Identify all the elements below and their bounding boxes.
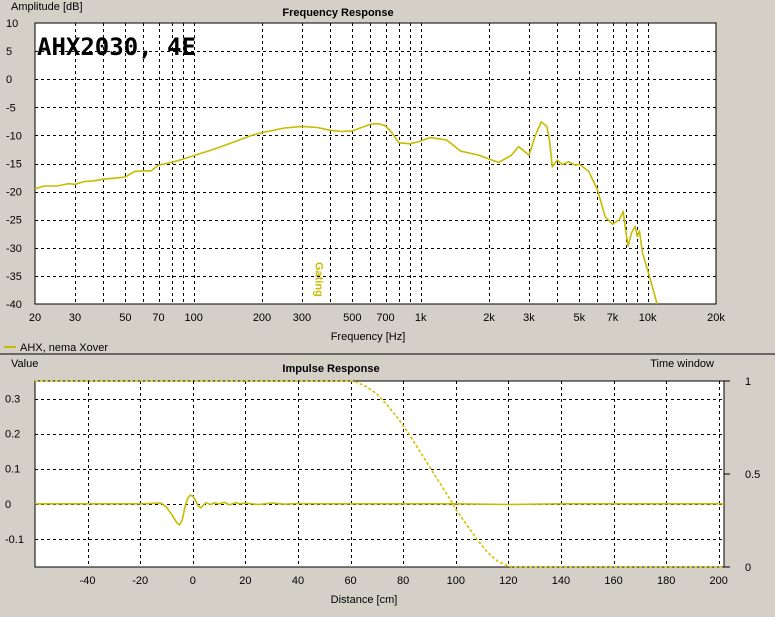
- ir-y-axis-label: Value: [11, 358, 38, 370]
- fr-plot-area: [35, 23, 716, 304]
- fr-x-tick-label: 20k: [707, 312, 725, 324]
- fr-x-tick-label: 300: [293, 312, 311, 324]
- ir-x-tick-label: 140: [552, 575, 570, 587]
- fr-y-tick-label: -10: [6, 130, 22, 142]
- ir-x-tick-label: 20: [239, 575, 251, 587]
- ir-x-tick-label: -40: [80, 575, 96, 587]
- fr-x-tick-label: 2k: [483, 312, 495, 324]
- fr-y-tick-label: -40: [6, 299, 22, 311]
- fr-y-tick-label: -35: [6, 271, 22, 283]
- impulse-response-panel: -40 -20 0 20 40 60 80 100 120 140 160 180 200 0.30.2…: [5, 358, 760, 606]
- ir-y-tick-label: 0.1: [5, 464, 20, 476]
- ir-right-axis-label: Time window: [650, 358, 714, 370]
- fr-y-tick-label: -15: [6, 159, 22, 171]
- ir-right-tick-label: 1: [745, 376, 751, 388]
- legend-entry: AHX, nema Xover: [20, 342, 108, 354]
- fr-x-tick-label: 7k: [607, 312, 619, 324]
- fr-x-tick-label: 700: [376, 312, 394, 324]
- ir-x-tick-label: 60: [344, 575, 356, 587]
- fr-y-tick-label: 0: [6, 74, 12, 86]
- fr-x-tick-label: 200: [253, 312, 271, 324]
- ir-x-tick-label: 100: [447, 575, 465, 587]
- fr-x-axis-label: Frequency [Hz]: [331, 331, 406, 343]
- fr-plot-frame: [34, 22, 717, 305]
- fr-x-tick-label: 10k: [639, 312, 657, 324]
- ir-y-tick-label: -0.1: [5, 534, 24, 546]
- time-window-line: [35, 380, 724, 568]
- ir-y-tick-label: 0.2: [5, 429, 20, 441]
- fr-series-line: [34, 121, 658, 305]
- fr-x-tick-label: 20: [29, 312, 41, 324]
- fr-y-tick-label: 5: [6, 46, 12, 58]
- ir-y-tick-label: 0.3: [5, 394, 20, 406]
- ir-x-tick-label: 180: [657, 575, 675, 587]
- fr-x-tick-label: 50: [119, 312, 131, 324]
- fr-y-tick-label: -20: [6, 187, 22, 199]
- ir-x-tick-label: 80: [397, 575, 409, 587]
- ir-x-tick-label: 120: [499, 575, 517, 587]
- ir-x-axis-label: Distance [cm]: [331, 594, 398, 606]
- ir-chart-title: Impulse Response: [282, 363, 379, 375]
- ir-series-line: [35, 494, 724, 526]
- fr-y-axis-label: Amplitude [dB]: [11, 1, 83, 13]
- ir-x-ticks: -40 -20 0 20 40 60 80 100 120 140 160 180 200: [80, 575, 728, 587]
- ir-right-tick-label: 0.5: [745, 469, 760, 481]
- fr-x-tick-label: 1k: [415, 312, 427, 324]
- legend: AHX, nema Xover: [4, 342, 108, 354]
- ir-right-axis-ticks: 10.50: [724, 376, 760, 574]
- ir-plot-area: [35, 381, 724, 567]
- fr-y-ticks: 10 5 0 -5 -10 -15 -20 -25 -30 -35 -40: [6, 18, 22, 311]
- fr-x-ticks: 20 30 50 70 100 200 300 500 700 1k 2k 3k 5k 7k 10k 20k: [29, 312, 725, 324]
- ir-x-tick-label: 200: [710, 575, 728, 587]
- fr-annotation: AHX2030, 4E: [37, 33, 196, 61]
- fr-x-tick-label: 5k: [574, 312, 586, 324]
- fr-x-tick-label: 30: [69, 312, 81, 324]
- ir-right-tick-label: 0: [745, 562, 751, 574]
- fr-x-tick-label: 70: [152, 312, 164, 324]
- fr-x-tick-label: 3k: [523, 312, 535, 324]
- fr-y-tick-label: -25: [6, 215, 22, 227]
- ir-y-ticks: 0.3 0.2 0.1 0 -0.1: [5, 394, 24, 546]
- fr-y-tick-label: -30: [6, 243, 22, 255]
- ir-x-tick-label: 160: [604, 575, 622, 587]
- fr-chart-title: Frequency Response: [282, 7, 393, 19]
- fr-x-tick-label: 500: [343, 312, 361, 324]
- frequency-response-panel: 20 30 50 70 100 200 300 500 700 1k 2k 3k 5k 7k 10k 20k …: [6, 1, 725, 343]
- ir-x-tick-label: -20: [132, 575, 148, 587]
- fr-y-tick-label: -5: [6, 102, 16, 114]
- fr-y-tick-label: 10: [6, 18, 18, 30]
- ir-x-tick-label: 0: [190, 575, 196, 587]
- gating-marker-label: Gating: [312, 262, 324, 297]
- fr-x-tick-label: 100: [184, 312, 202, 324]
- ir-y-tick-label: 0: [5, 499, 11, 511]
- ir-x-tick-label: 40: [292, 575, 304, 587]
